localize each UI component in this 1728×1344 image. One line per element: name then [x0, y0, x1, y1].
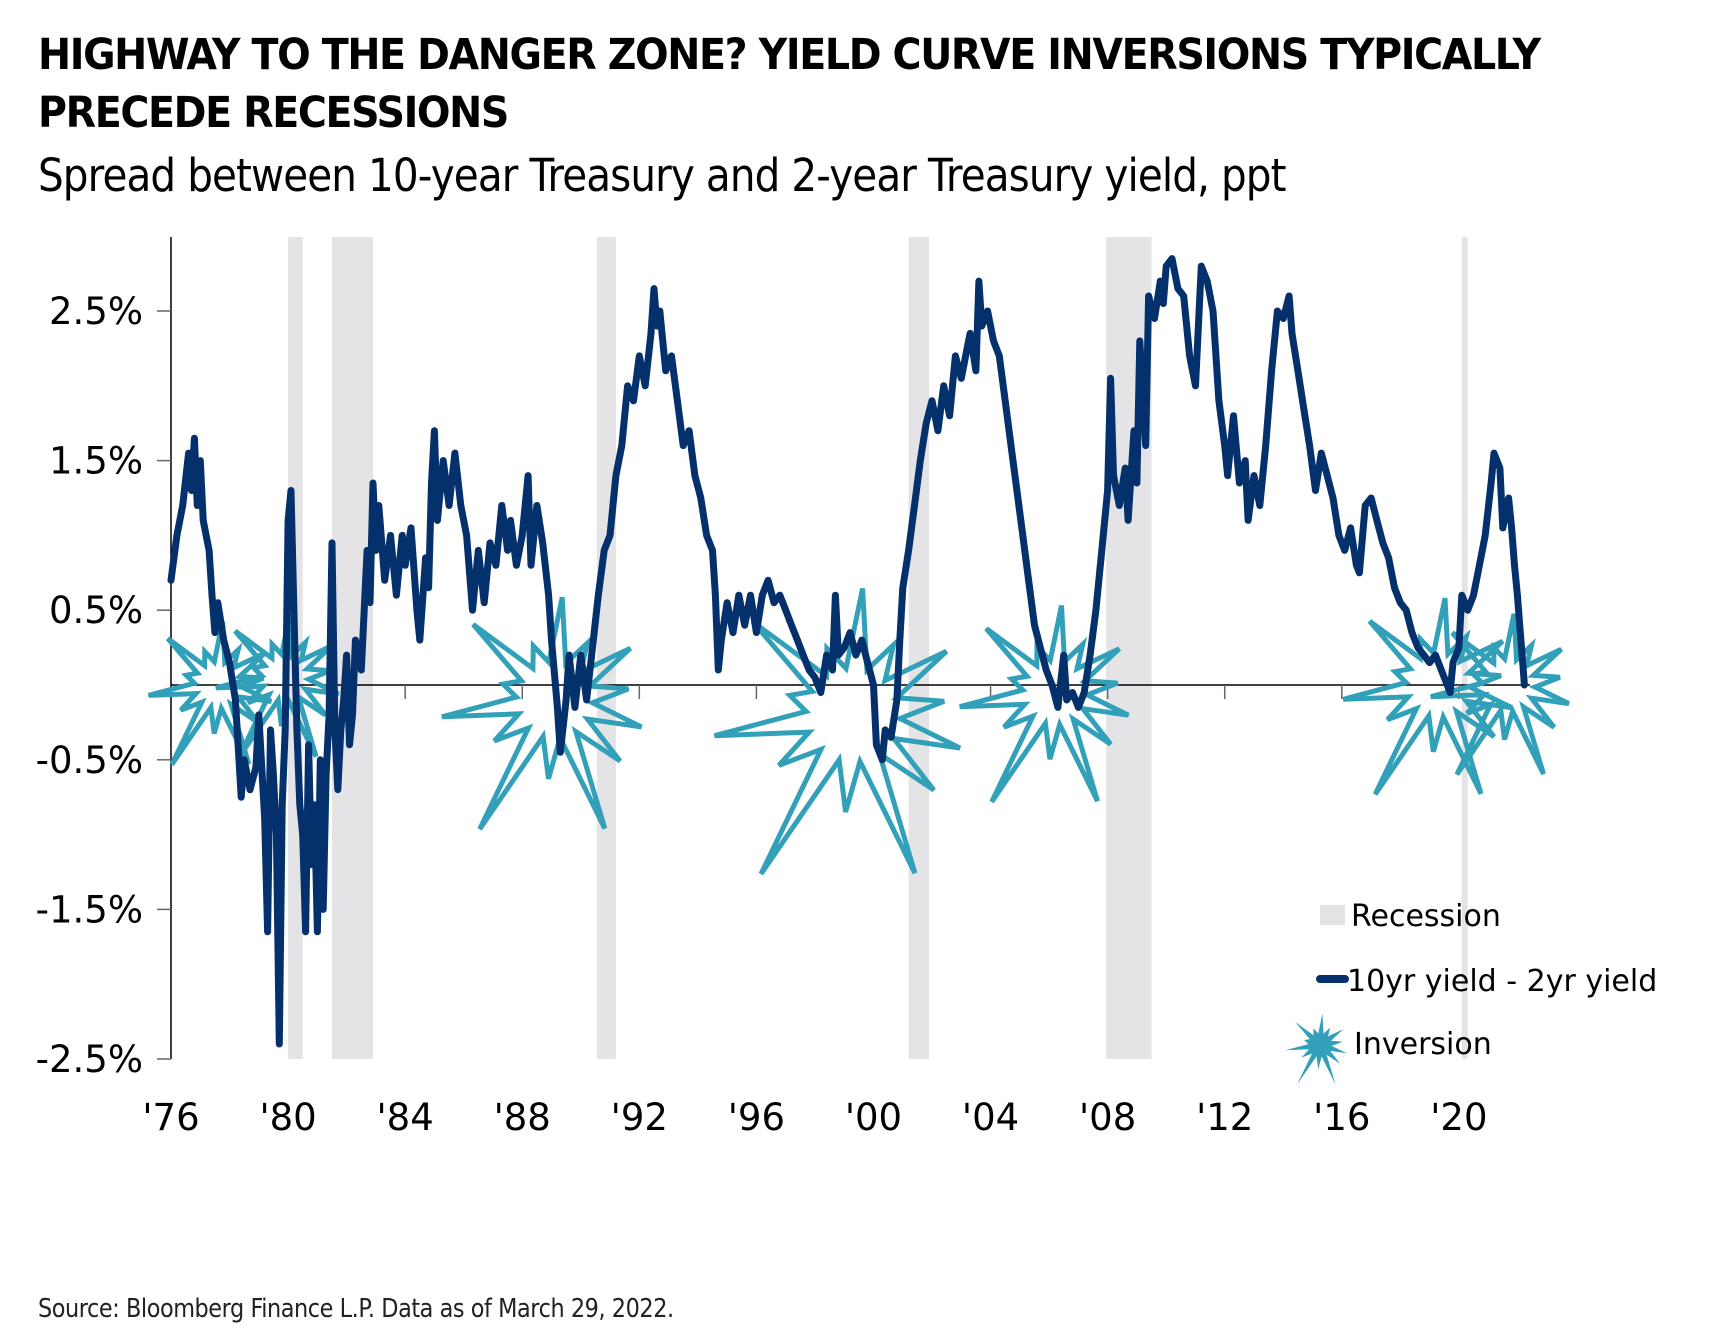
x-tick-label: '00: [845, 1096, 902, 1139]
chart-subtitle: Spread between 10-year Treasury and 2-ye…: [38, 149, 1286, 202]
legend-line-label: 10yr yield - 2yr yield: [1347, 964, 1657, 999]
recession-band: [596, 237, 616, 1059]
inversion-marker: [147, 621, 273, 766]
legend-recession-label: Recession: [1351, 899, 1501, 934]
y-tick-label: 1.5%: [49, 440, 143, 483]
series-lines: [167, 255, 1528, 1048]
recession-bands: [288, 237, 1468, 1059]
inversion-marker: [713, 587, 962, 876]
x-tick-label: '76: [142, 1096, 199, 1139]
x-tick-label: '04: [962, 1096, 1019, 1139]
y-tick-label: -1.5%: [36, 888, 143, 931]
inversion-marker: [959, 604, 1130, 804]
inversion-marker: [1430, 613, 1570, 776]
x-tick-label: '16: [1313, 1096, 1370, 1139]
x-tick-label: '20: [1430, 1096, 1487, 1139]
x-tick-label: '12: [1196, 1096, 1253, 1139]
series-line: [167, 255, 1528, 1048]
x-tick-label: '80: [259, 1096, 316, 1139]
x-tick-label: '96: [728, 1096, 785, 1139]
legend-inversion-icon: [1285, 1013, 1347, 1085]
inversion-marker: [1342, 597, 1514, 796]
legend-inversion-label: Inversion: [1354, 1027, 1492, 1062]
x-tick-label: '08: [1079, 1096, 1136, 1139]
x-tick-label: '84: [377, 1096, 434, 1139]
y-tick-label: 0.5%: [49, 589, 143, 632]
recession-band: [908, 237, 930, 1059]
y-tick-label: -0.5%: [36, 739, 143, 782]
x-tick-label: '88: [494, 1096, 551, 1139]
chart-title: HIGHWAY TO THE DANGER ZONE? YIELD CURVE …: [38, 30, 1541, 138]
y-tick-label: -2.5%: [36, 1038, 143, 1081]
tick-labels: 2.5% 1.5% 0.5% -0.5% -1.5% -2.5% '76 '80 '84 '88 '…: [36, 290, 1488, 1139]
inversion-marker: [441, 596, 643, 831]
x-tick-label: '92: [611, 1096, 668, 1139]
legend-recession-swatch: [1320, 905, 1345, 925]
y-tick-label: 2.5%: [49, 290, 143, 333]
source-note: Source: Bloomberg Finance L.P. Data as o…: [38, 1294, 674, 1324]
legend: Recession 10yr yield - 2yr yield Inversi…: [1285, 899, 1657, 1085]
